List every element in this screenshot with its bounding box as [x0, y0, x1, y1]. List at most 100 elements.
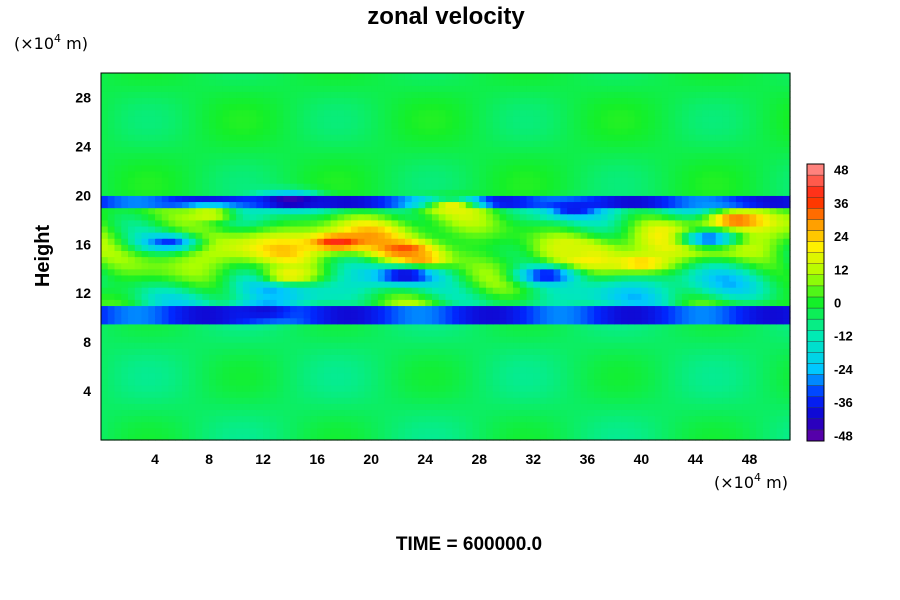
heatmap-cell — [141, 317, 149, 325]
heatmap-cell — [492, 183, 501, 190]
heatmap-cell — [249, 158, 257, 166]
heatmap-cell — [492, 207, 501, 215]
heatmap-cell — [756, 225, 764, 233]
heatmap-cell — [209, 207, 217, 215]
heatmap-cell — [560, 225, 568, 233]
heatmap-cell — [492, 280, 501, 288]
heatmap-cell — [425, 421, 433, 429]
heatmap-cell — [695, 342, 703, 349]
heatmap-cell — [533, 415, 541, 423]
heatmap-cell — [202, 201, 210, 209]
heatmap-cell — [256, 287, 264, 294]
heatmap-cell — [134, 280, 143, 288]
heatmap-cell — [519, 354, 528, 362]
heatmap-cell — [411, 433, 420, 441]
heatmap-cell — [445, 238, 453, 245]
heatmap-cell — [600, 421, 609, 429]
heatmap-cell — [317, 305, 325, 313]
heatmap-cell — [735, 427, 744, 435]
heatmap-cell — [337, 152, 345, 160]
heatmap-cell — [722, 256, 730, 264]
heatmap-cell — [182, 268, 190, 276]
heatmap-cell — [621, 232, 629, 239]
heatmap-cell — [317, 201, 325, 209]
heatmap-cell — [121, 433, 129, 441]
heatmap-cell — [742, 391, 751, 398]
heatmap-cell — [519, 262, 528, 270]
heatmap-cell — [398, 360, 406, 368]
heatmap-cell — [107, 421, 116, 429]
heatmap-cell — [290, 427, 298, 435]
heatmap-cell — [567, 189, 575, 196]
heatmap-cell — [560, 415, 568, 423]
heatmap-cell — [222, 366, 230, 374]
heatmap-cell — [749, 384, 757, 392]
heatmap-cell — [587, 329, 595, 337]
heatmap-cell — [141, 403, 149, 411]
heatmap-cell — [317, 354, 325, 362]
heatmap-cell — [762, 293, 771, 300]
heatmap-cell — [695, 183, 703, 190]
heatmap-cell — [431, 280, 440, 288]
heatmap-cell — [404, 256, 413, 264]
heatmap-cell — [681, 250, 690, 258]
heatmap-cell — [580, 378, 588, 386]
heatmap-cell — [330, 152, 339, 160]
heatmap-cell — [594, 305, 602, 313]
heatmap-cell — [567, 354, 575, 362]
heatmap-cell — [384, 323, 393, 331]
heatmap-cell — [749, 323, 757, 331]
heatmap-cell — [377, 140, 386, 147]
heatmap-cell — [627, 152, 636, 160]
heatmap-cell — [546, 342, 555, 349]
heatmap-cell — [384, 409, 393, 417]
heatmap-cell — [175, 329, 183, 337]
heatmap-cell — [269, 305, 278, 313]
heatmap-cell — [688, 280, 697, 288]
heatmap-cell — [418, 397, 426, 404]
heatmap-cell — [594, 391, 602, 398]
heatmap-cell — [188, 311, 197, 319]
heatmap-cell — [330, 164, 339, 172]
heatmap-cell — [195, 391, 203, 398]
heatmap-cell — [202, 433, 210, 441]
heatmap-cell — [431, 354, 440, 362]
heatmap-cell — [715, 280, 724, 288]
heatmap-cell — [296, 140, 305, 147]
heatmap-cell — [546, 262, 555, 270]
heatmap-cell — [533, 195, 541, 203]
heatmap-cell — [107, 372, 116, 380]
heatmap-cell — [141, 274, 149, 282]
heatmap-cell — [465, 317, 474, 325]
heatmap-cell — [614, 207, 622, 215]
heatmap-cell — [128, 274, 136, 282]
heatmap-cell — [445, 219, 453, 227]
heatmap-cell — [627, 238, 636, 245]
heatmap-cell — [357, 342, 366, 349]
heatmap-cell — [364, 219, 372, 227]
heatmap-cell — [749, 225, 757, 233]
heatmap-cell — [506, 311, 514, 319]
heatmap-cell — [371, 403, 379, 411]
heatmap-cell — [121, 391, 129, 398]
heatmap-cell — [121, 311, 129, 319]
heatmap-cell — [128, 146, 136, 154]
heatmap-cell — [648, 311, 656, 319]
heatmap-cell — [350, 140, 359, 147]
heatmap-cell — [594, 317, 602, 325]
heatmap-cell — [404, 415, 413, 423]
heatmap-cell — [702, 219, 710, 227]
heatmap-cell — [722, 293, 730, 300]
heatmap-cell — [337, 366, 345, 374]
heatmap-cell — [364, 201, 372, 209]
heatmap-cell — [242, 305, 251, 313]
heatmap-cell — [735, 183, 744, 190]
heatmap-cell — [783, 280, 791, 288]
heatmap-cell — [519, 152, 528, 160]
heatmap-cell — [357, 317, 366, 325]
heatmap-cell — [735, 415, 744, 423]
heatmap-cell — [499, 213, 507, 221]
heatmap-cell — [519, 323, 528, 331]
heatmap-cell — [431, 152, 440, 160]
heatmap-cell — [128, 378, 136, 386]
